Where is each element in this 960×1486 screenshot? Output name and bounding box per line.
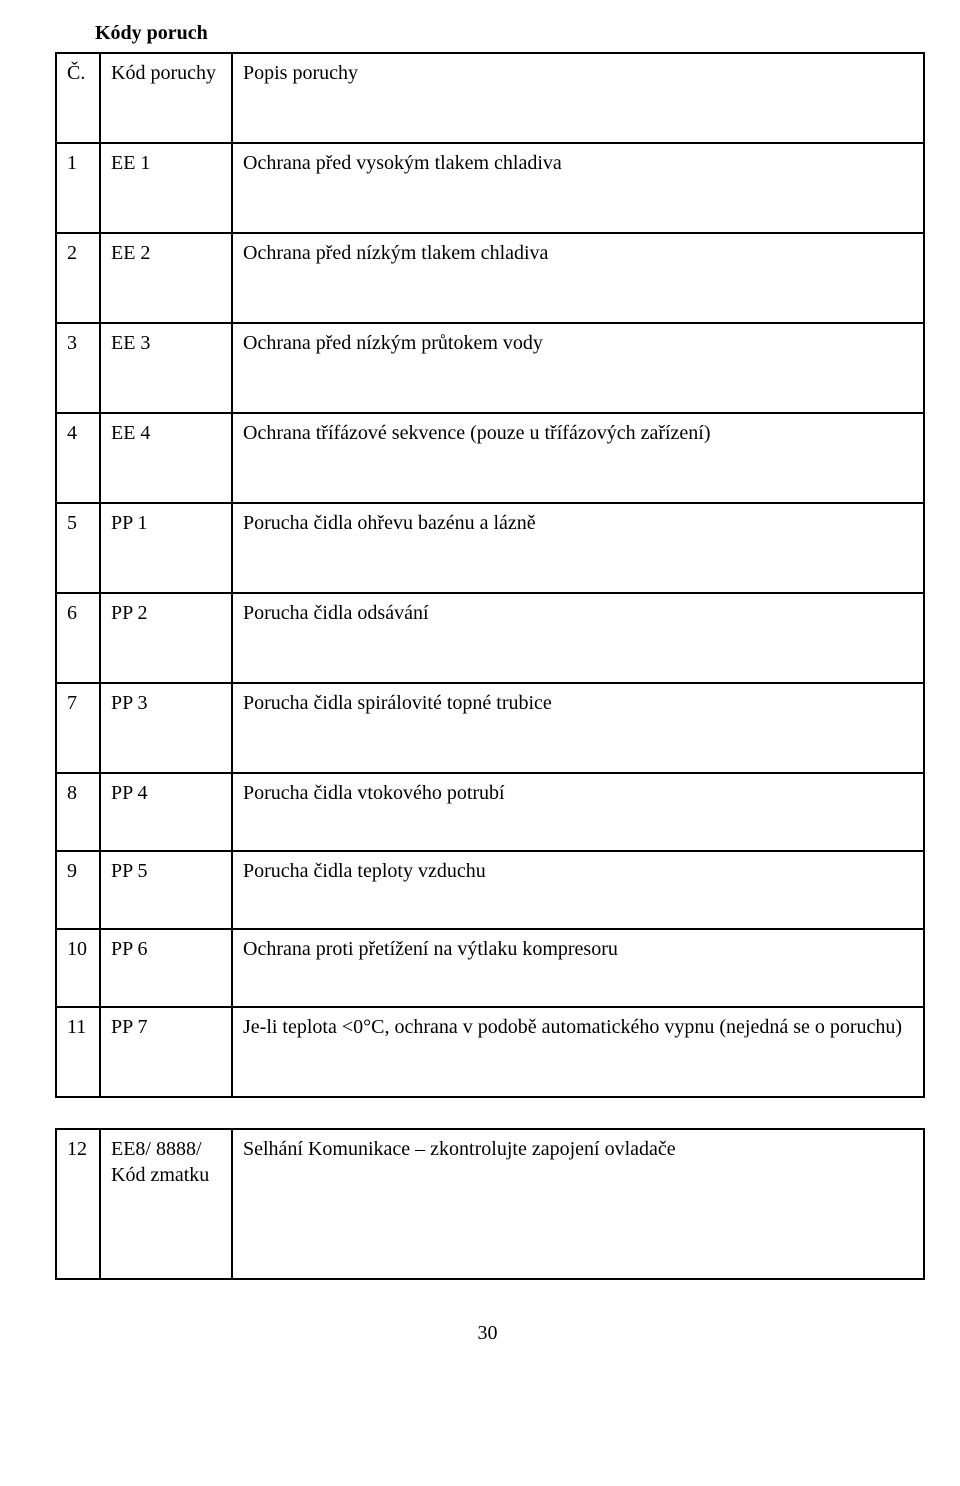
row-code: EE 1 <box>100 143 232 233</box>
row-number: 6 <box>56 593 100 683</box>
table-row: 12 EE8/ 8888/ Kód zmatku Selhání Komunik… <box>56 1129 924 1279</box>
table-row: 6 PP 2 Porucha čidla odsávání <box>56 593 924 683</box>
table-row: 5 PP 1 Porucha čidla ohřevu bazénu a láz… <box>56 503 924 593</box>
row-desc: Porucha čidla ohřevu bazénu a lázně <box>232 503 924 593</box>
error-codes-table: Č. Kód poruchy Popis poruchy 1 EE 1 Ochr… <box>55 52 925 1098</box>
table-row: 7 PP 3 Porucha čidla spirálovité topné t… <box>56 683 924 773</box>
table-row: 4 EE 4 Ochrana třífázové sekvence (pouze… <box>56 413 924 503</box>
row-desc: Je-li teplota <0°C, ochrana v podobě aut… <box>232 1007 924 1097</box>
row-desc: Porucha čidla odsávání <box>232 593 924 683</box>
header-code: Kód poruchy <box>100 53 232 143</box>
row-code: PP 3 <box>100 683 232 773</box>
table-row: 11 PP 7 Je-li teplota <0°C, ochrana v po… <box>56 1007 924 1097</box>
error-codes-table-footer: 12 EE8/ 8888/ Kód zmatku Selhání Komunik… <box>55 1128 925 1280</box>
row-number: 8 <box>56 773 100 851</box>
row-code: EE8/ 8888/ Kód zmatku <box>100 1129 232 1279</box>
page-number: 30 <box>55 1320 920 1346</box>
row-desc: Porucha čidla spirálovité topné trubice <box>232 683 924 773</box>
table-row: 1 EE 1 Ochrana před vysokým tlakem chlad… <box>56 143 924 233</box>
table-row: 8 PP 4 Porucha čidla vtokového potrubí <box>56 773 924 851</box>
row-desc: Ochrana proti přetížení na výtlaku kompr… <box>232 929 924 1007</box>
row-number: 1 <box>56 143 100 233</box>
table-row: 9 PP 5 Porucha čidla teploty vzduchu <box>56 851 924 929</box>
row-code: PP 6 <box>100 929 232 1007</box>
row-number: 3 <box>56 323 100 413</box>
row-code: EE 3 <box>100 323 232 413</box>
section-title: Kódy poruch <box>55 20 920 46</box>
row-number: 11 <box>56 1007 100 1097</box>
row-code: PP 7 <box>100 1007 232 1097</box>
header-desc: Popis poruchy <box>232 53 924 143</box>
row-number: 2 <box>56 233 100 323</box>
table-row: 3 EE 3 Ochrana před nízkým průtokem vody <box>56 323 924 413</box>
row-number: 5 <box>56 503 100 593</box>
row-code: PP 2 <box>100 593 232 683</box>
row-desc: Ochrana před nízkým průtokem vody <box>232 323 924 413</box>
row-number: 4 <box>56 413 100 503</box>
row-desc: Ochrana před nízkým tlakem chladiva <box>232 233 924 323</box>
row-code: PP 4 <box>100 773 232 851</box>
row-code: EE 4 <box>100 413 232 503</box>
row-number: 12 <box>56 1129 100 1279</box>
row-desc: Porucha čidla vtokového potrubí <box>232 773 924 851</box>
table-row: 2 EE 2 Ochrana před nízkým tlakem chladi… <box>56 233 924 323</box>
row-number: 9 <box>56 851 100 929</box>
row-number: 7 <box>56 683 100 773</box>
row-code: EE 2 <box>100 233 232 323</box>
row-desc: Ochrana před vysokým tlakem chladiva <box>232 143 924 233</box>
header-number: Č. <box>56 53 100 143</box>
row-desc: Ochrana třífázové sekvence (pouze u tříf… <box>232 413 924 503</box>
table-header-row: Č. Kód poruchy Popis poruchy <box>56 53 924 143</box>
row-desc: Porucha čidla teploty vzduchu <box>232 851 924 929</box>
table-row: 10 PP 6 Ochrana proti přetížení na výtla… <box>56 929 924 1007</box>
row-code: PP 5 <box>100 851 232 929</box>
row-number: 10 <box>56 929 100 1007</box>
row-code: PP 1 <box>100 503 232 593</box>
row-desc: Selhání Komunikace – zkontrolujte zapoje… <box>232 1129 924 1279</box>
